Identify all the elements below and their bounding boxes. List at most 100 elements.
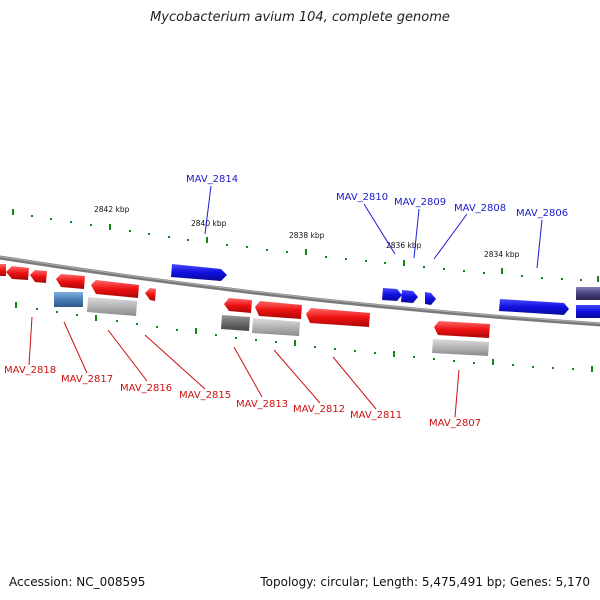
scale-dot [36, 308, 38, 310]
leader-line [204, 185, 212, 235]
scale-dot [552, 367, 554, 369]
scale-label: 2840 kbp [191, 219, 227, 228]
gene-label[interactable]: MAV_2808 [454, 203, 506, 214]
gene-label[interactable]: MAV_2806 [516, 208, 568, 219]
gene-arrow[interactable] [30, 270, 47, 283]
scale-dot [56, 311, 58, 313]
gene-label[interactable]: MAV_2809 [394, 197, 446, 208]
gene-block[interactable] [576, 287, 600, 300]
scale-label: 2834 kbp [484, 250, 520, 259]
gene-arrow[interactable] [499, 299, 569, 315]
leader-line [233, 346, 263, 398]
scale-label: 2842 kbp [94, 205, 130, 214]
gene-arrow[interactable] [145, 288, 156, 301]
gene-label[interactable]: MAV_2813 [236, 399, 288, 410]
gene-block[interactable] [221, 315, 250, 331]
gene-label[interactable]: MAV_2811 [350, 410, 402, 421]
leader-line [332, 356, 377, 410]
gene-block[interactable] [87, 297, 137, 316]
scale-dot [215, 334, 217, 336]
scale-tick [597, 276, 599, 282]
scale-dot [70, 221, 72, 223]
scale-tick [15, 302, 17, 308]
gene-arrow[interactable] [434, 321, 490, 338]
gene-arrow[interactable] [224, 298, 252, 313]
scale-dot [116, 320, 118, 322]
scale-tick [206, 237, 208, 243]
scale-dot [463, 270, 465, 272]
gene-arrow[interactable] [382, 288, 402, 301]
gene-block[interactable] [54, 292, 83, 307]
scale-dot [187, 239, 189, 241]
leader-line [433, 213, 468, 260]
scale-dot [168, 236, 170, 238]
gene-arrow[interactable] [0, 264, 6, 276]
gene-arrow[interactable] [56, 274, 85, 289]
scale-tick [109, 224, 111, 230]
scale-tick [492, 359, 494, 365]
scale-dot [176, 329, 178, 331]
upper-scale-track [12, 209, 599, 282]
gene-block[interactable] [576, 305, 600, 318]
scale-dot [275, 341, 277, 343]
gene-arrow[interactable] [255, 301, 302, 319]
scale-dot [345, 258, 347, 260]
scale-dot [532, 366, 534, 368]
leader-line [273, 349, 321, 404]
gene-label[interactable]: MAV_2812 [293, 404, 345, 415]
scale-dot [266, 249, 268, 251]
genome-title: Mycobacterium avium 104, complete genome [150, 10, 450, 25]
scale-dot [255, 339, 257, 341]
gene-label[interactable]: MAV_2816 [120, 383, 172, 394]
scale-dot [136, 323, 138, 325]
scale-label: 2836 kbp [386, 241, 422, 250]
gene-label[interactable]: MAV_2814 [186, 174, 238, 185]
scale-dot [512, 364, 514, 366]
scale-tick [95, 315, 97, 321]
scale-dot [129, 230, 131, 232]
genome-backbone [0, 255, 600, 327]
leader-lines-bottom [28, 316, 460, 418]
scale-dot [235, 337, 237, 339]
scale-dot [443, 268, 445, 270]
scale-dot [76, 314, 78, 316]
gene-arrow[interactable] [171, 264, 227, 281]
leader-line [363, 203, 396, 255]
gene-arrow[interactable] [91, 280, 139, 298]
gene-arrow[interactable] [306, 308, 370, 327]
leader-line [454, 369, 460, 418]
gene-label[interactable]: MAV_2815 [179, 390, 231, 401]
scale-dot [226, 244, 228, 246]
scale-dot [90, 224, 92, 226]
scale-tick [403, 260, 405, 266]
leader-line [144, 334, 206, 390]
scale-tick [294, 340, 296, 346]
gene-label[interactable]: MAV_2818 [4, 365, 56, 376]
scale-dot [580, 279, 582, 281]
lower-scale-track [15, 302, 593, 372]
gene-label[interactable]: MAV_2817 [61, 374, 113, 385]
scale-dot [156, 326, 158, 328]
scale-dot [50, 218, 52, 220]
gene-block[interactable] [252, 318, 300, 336]
gene-arrow[interactable] [425, 292, 436, 305]
gene-label[interactable]: MAV_2807 [429, 418, 481, 429]
scale-dot [572, 368, 574, 370]
gene-arrow[interactable] [6, 266, 29, 280]
gene-label[interactable]: MAV_2810 [336, 192, 388, 203]
scale-dot [561, 278, 563, 280]
gene-block[interactable] [432, 339, 489, 356]
leader-line [413, 208, 420, 259]
leader-line [28, 316, 33, 366]
gene-arrow[interactable] [401, 290, 418, 303]
scale-dot [521, 275, 523, 277]
scale-tick [305, 249, 307, 255]
scale-dot [31, 215, 33, 217]
forward-strand-genes [171, 264, 600, 318]
scale-dot [325, 256, 327, 258]
scale-dot [483, 272, 485, 274]
scale-tick [501, 268, 503, 274]
scale-dot [473, 362, 475, 364]
